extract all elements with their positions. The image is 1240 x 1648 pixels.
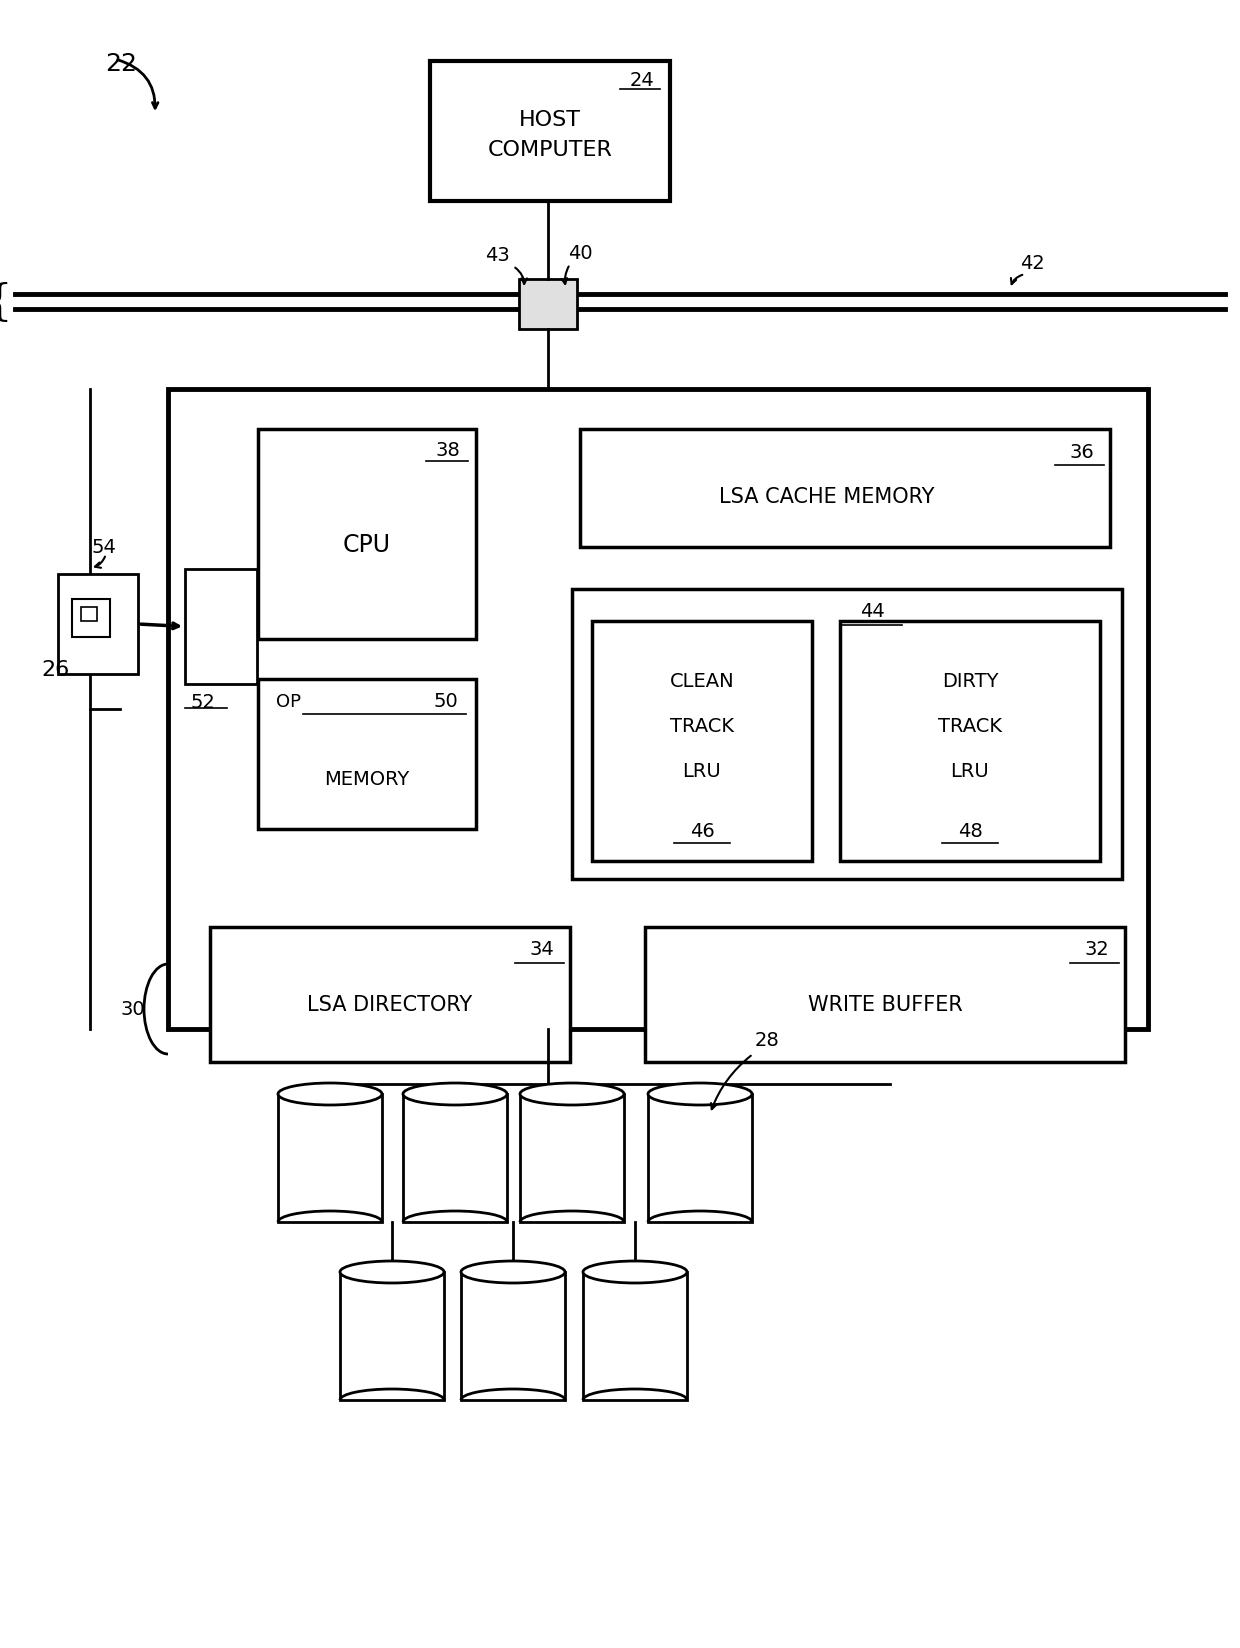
Ellipse shape: [583, 1261, 687, 1284]
Text: 24: 24: [630, 71, 655, 89]
Text: 42: 42: [1021, 254, 1045, 274]
Bar: [258, 430, 476, 639]
Text: 43: 43: [485, 246, 510, 265]
Text: COMPUTER: COMPUTER: [487, 140, 613, 160]
Bar: [430, 63, 670, 201]
Text: CPU: CPU: [343, 532, 391, 557]
Bar: [591, 621, 812, 862]
Bar: [520, 1094, 624, 1223]
Text: LSA DIRECTORY: LSA DIRECTORY: [308, 995, 472, 1015]
Text: MEMORY: MEMORY: [325, 770, 409, 789]
Ellipse shape: [520, 1083, 624, 1106]
Text: 46: 46: [689, 822, 714, 840]
Text: 22: 22: [105, 53, 136, 76]
Bar: [210, 928, 570, 1063]
Text: 44: 44: [859, 602, 884, 621]
Bar: [81, 608, 97, 621]
Text: LSA CACHE MEMORY: LSA CACHE MEMORY: [719, 486, 935, 506]
Bar: [340, 1272, 444, 1401]
Text: 34: 34: [529, 939, 554, 959]
Bar: [167, 391, 1148, 1030]
Bar: [72, 600, 110, 638]
Bar: [572, 590, 1122, 880]
Text: LRU: LRU: [683, 761, 722, 781]
Text: 50: 50: [434, 692, 459, 710]
Ellipse shape: [403, 1083, 507, 1106]
Text: HOST: HOST: [520, 110, 582, 130]
Bar: [58, 575, 138, 674]
Bar: [258, 679, 476, 829]
Text: 38: 38: [435, 440, 460, 460]
Text: DIRTY: DIRTY: [941, 672, 998, 691]
Text: }: }: [1228, 282, 1240, 323]
Ellipse shape: [278, 1083, 382, 1106]
Text: 48: 48: [957, 822, 982, 840]
Text: 36: 36: [1070, 442, 1095, 461]
Bar: [278, 1094, 382, 1223]
Ellipse shape: [649, 1083, 751, 1106]
Ellipse shape: [461, 1261, 565, 1284]
Text: TRACK: TRACK: [937, 717, 1002, 737]
Text: CLEAN: CLEAN: [670, 672, 734, 691]
Bar: [403, 1094, 507, 1223]
Text: 40: 40: [568, 244, 593, 262]
Text: OP: OP: [277, 692, 301, 710]
Ellipse shape: [340, 1261, 444, 1284]
Text: LRU: LRU: [951, 761, 990, 781]
Bar: [583, 1272, 687, 1401]
Text: 54: 54: [92, 537, 117, 557]
Bar: [649, 1094, 751, 1223]
Bar: [580, 430, 1110, 547]
Text: 30: 30: [120, 1000, 145, 1018]
Text: {: {: [0, 282, 12, 323]
Text: TRACK: TRACK: [670, 717, 734, 737]
Bar: [645, 928, 1125, 1063]
Bar: [839, 621, 1100, 862]
Text: 26: 26: [41, 659, 69, 679]
Bar: [461, 1272, 565, 1401]
Bar: [520, 280, 577, 330]
Text: 32: 32: [1085, 939, 1110, 959]
Text: 52: 52: [190, 694, 215, 712]
Text: 28: 28: [755, 1030, 780, 1050]
Bar: [185, 570, 257, 684]
Text: WRITE BUFFER: WRITE BUFFER: [807, 995, 962, 1015]
